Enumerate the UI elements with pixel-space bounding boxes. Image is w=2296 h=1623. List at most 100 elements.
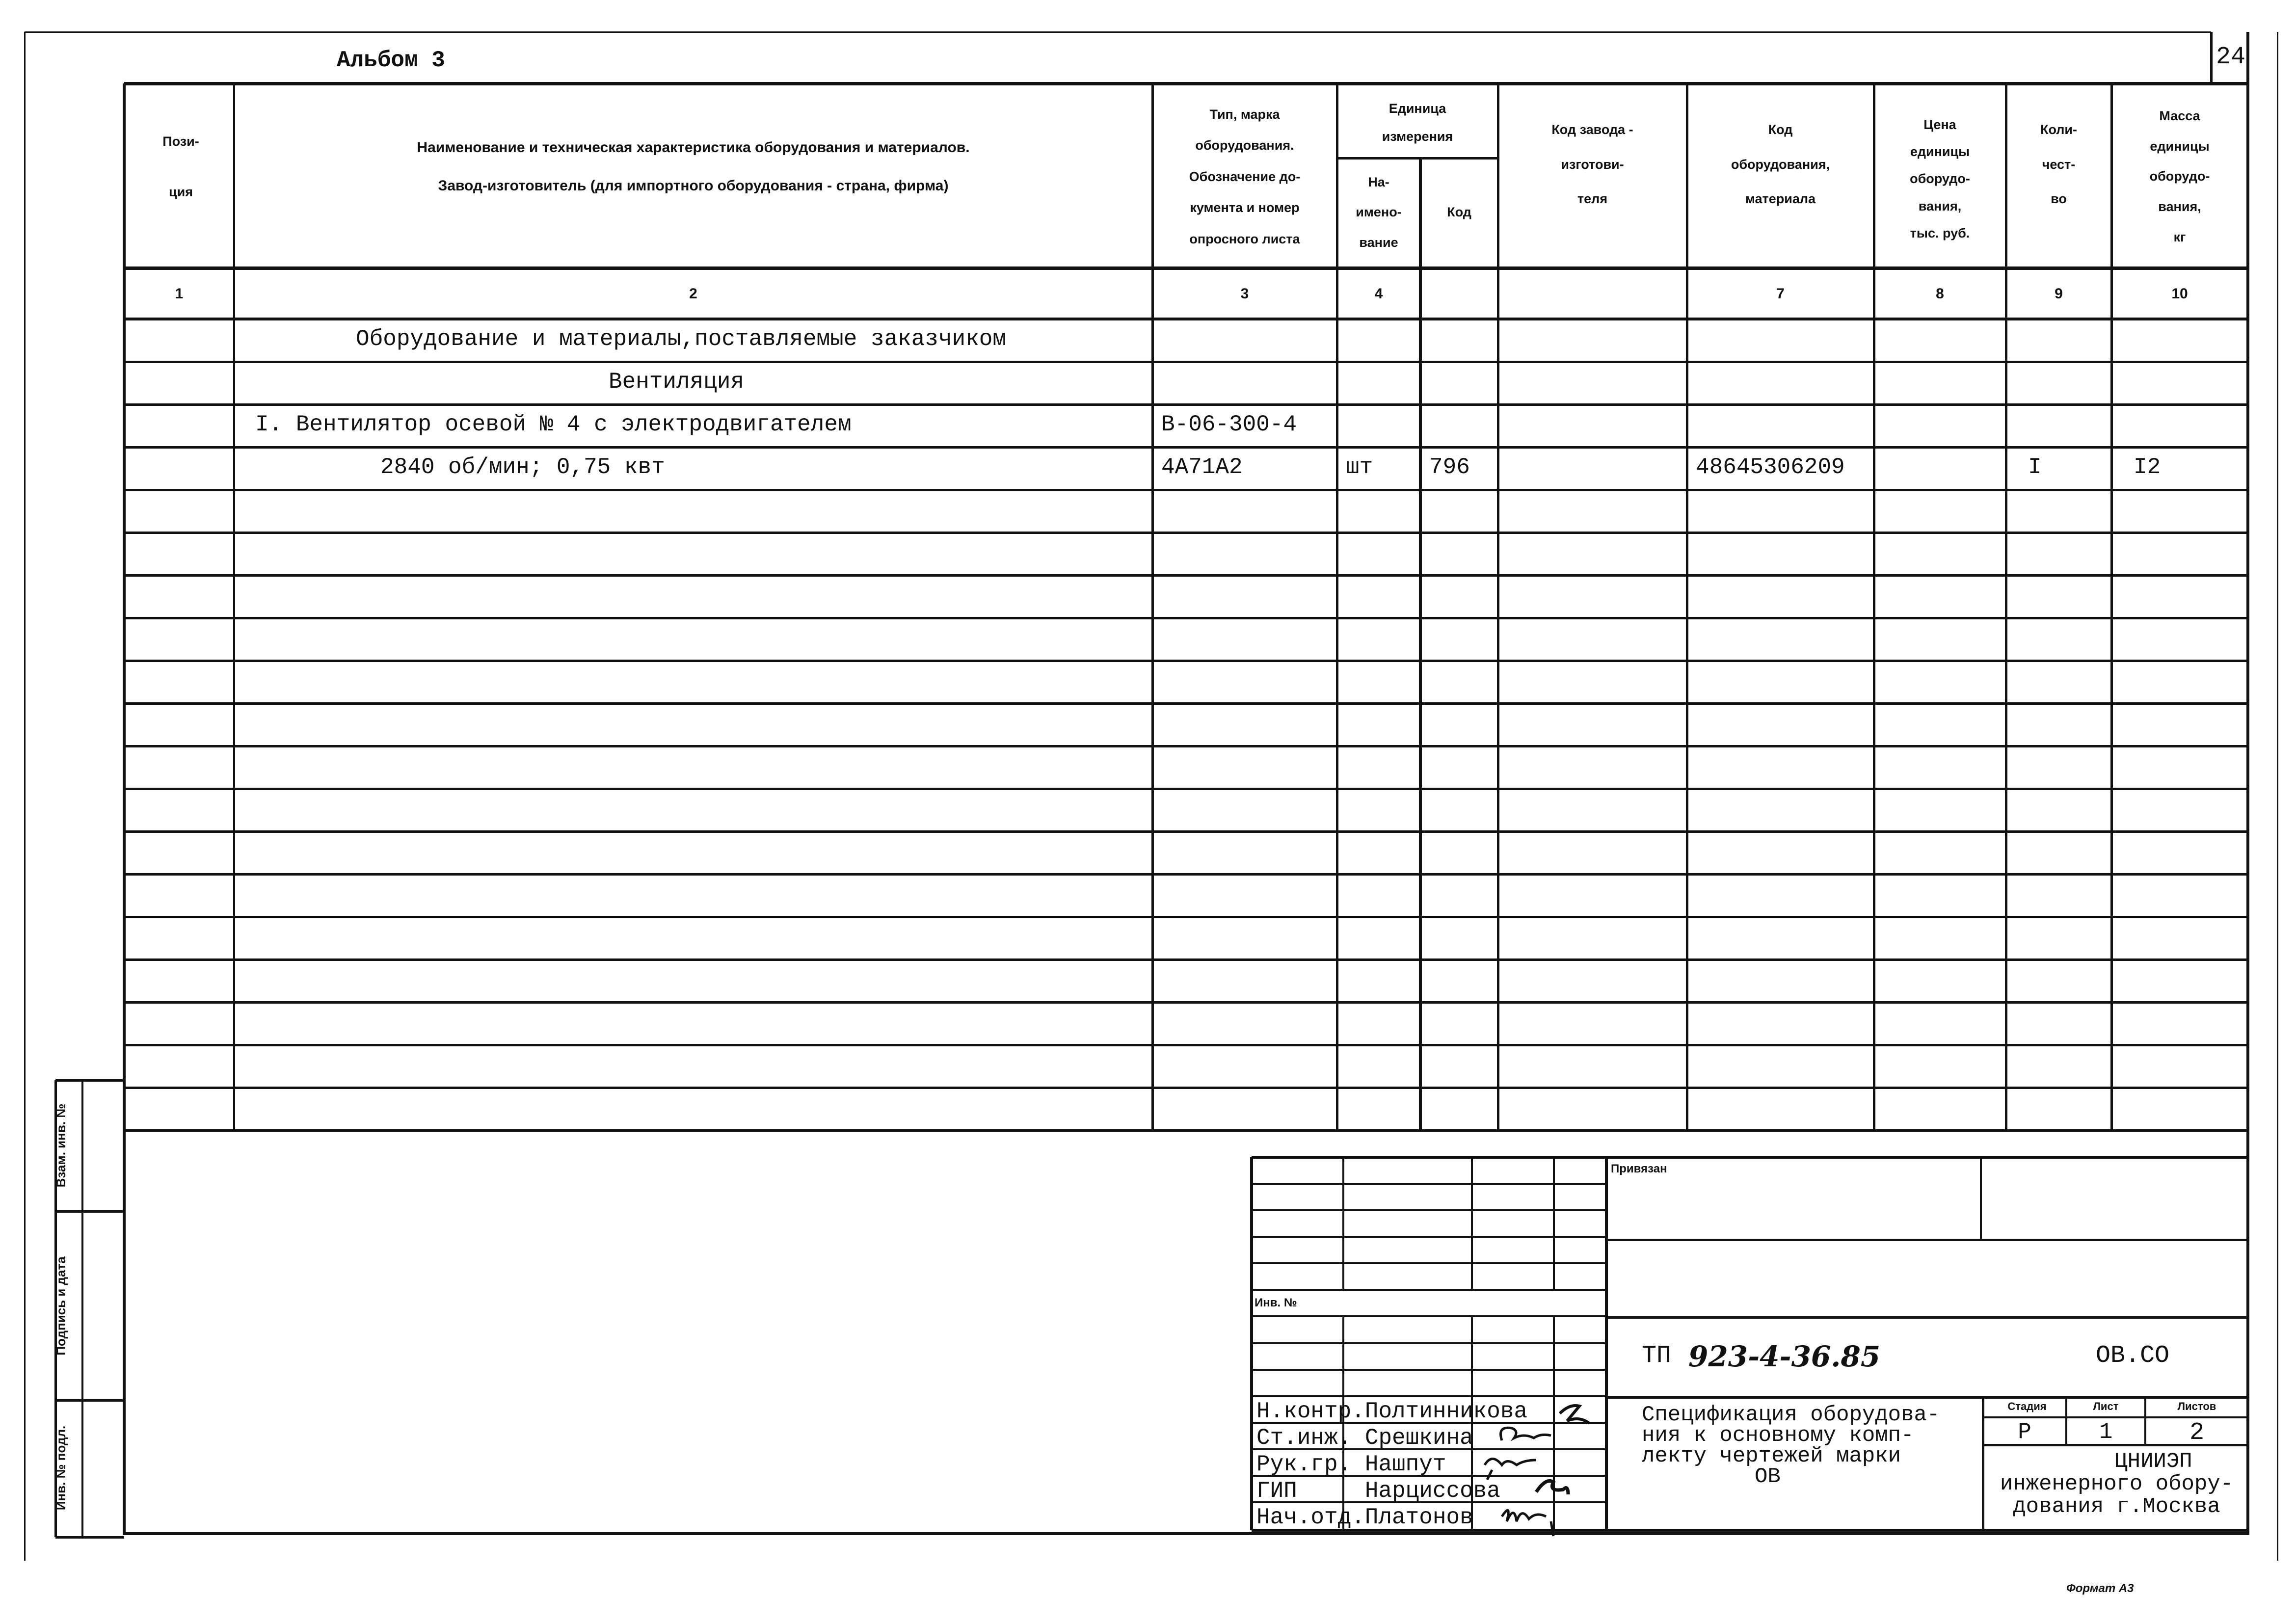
- rule-line: [1471, 1157, 1473, 1290]
- rule-line: [54, 1080, 57, 1537]
- rule-line: [124, 873, 2248, 876]
- rule-line: [1252, 1368, 1606, 1371]
- rule-line: [25, 31, 2211, 33]
- header-text: единицы: [2150, 138, 2210, 154]
- rule-line: [1496, 83, 1499, 1130]
- rule-line: [124, 81, 2248, 85]
- header-text: оборудования.: [1195, 138, 1294, 153]
- header-text: Код завода -: [1551, 122, 1633, 137]
- header-text: Наименование и техническая характеристик…: [417, 139, 970, 156]
- rule-line: [124, 958, 2248, 961]
- header-unit-name: На- имено- вание: [1337, 160, 1420, 265]
- signatory-row: ГИП Нарциссова: [1256, 1480, 1500, 1502]
- cell-type: В-06-300-4: [1161, 412, 1297, 437]
- signatory-role: Ст.инж.: [1256, 1425, 1352, 1451]
- cell-unit: шт: [1346, 454, 1373, 480]
- rule-line: [1342, 1157, 1344, 1290]
- signature-mark: [1483, 1458, 1537, 1481]
- rule-line: [1553, 1157, 1555, 1290]
- document-code: ОВ.СО: [2096, 1342, 2170, 1370]
- header-price: Цена единицы оборудо- вания, тыс. руб.: [1874, 106, 2006, 253]
- rule-line: [124, 318, 2248, 320]
- rule-line: [2004, 83, 2007, 1130]
- rule-line: [124, 1129, 2248, 1132]
- header-text: оборудо-: [2149, 169, 2210, 184]
- rule-line: [1606, 1396, 2248, 1399]
- signature-mark: [1499, 1426, 1551, 1441]
- header-text: измерения: [1382, 129, 1453, 144]
- header-text: опросного листа: [1189, 231, 1300, 246]
- project-number: 923-4-36.85: [1688, 1340, 1881, 1373]
- rule-line: [1252, 1421, 1606, 1424]
- signatory-role: Рук.гр.: [1256, 1452, 1352, 1478]
- rule-line: [124, 787, 2248, 790]
- stage-value: Р: [2018, 1419, 2031, 1445]
- rule-line: [1553, 1316, 1555, 1530]
- linked-label: Привязан: [1611, 1162, 1667, 1175]
- rule-line: [124, 659, 2248, 662]
- header-text: Код: [1768, 122, 1793, 137]
- rule-line: [1252, 1156, 2248, 1159]
- rule-line: [1337, 157, 1498, 160]
- organization-line: дования г.Москва: [2013, 1494, 2220, 1519]
- header-type: Тип, марка оборудования. Обозначение до-…: [1152, 91, 1337, 263]
- header-quantity: Коли- чест- во: [2006, 103, 2111, 226]
- header-text: во: [2051, 191, 2067, 206]
- rule-line: [123, 83, 126, 1535]
- cell-name: 2840 об/мин; 0,75 квт: [380, 454, 665, 480]
- header-text: теля: [1577, 191, 1608, 206]
- signatory-name: Полтинникова: [1364, 1399, 1528, 1424]
- cell-equip-code: 48645306209: [1696, 454, 1845, 480]
- description-line: ОВ: [1755, 1464, 1781, 1489]
- header-text: Пози-: [162, 133, 199, 149]
- rule-line: [1252, 1501, 1606, 1503]
- organization-line: инженерного обору-: [2000, 1472, 2234, 1496]
- album-label: Альбом 3: [337, 48, 445, 73]
- organization-line: ЦНИИЭП: [2114, 1449, 2192, 1474]
- header-text: вания,: [2158, 199, 2201, 214]
- rule-line: [55, 1399, 124, 1402]
- signatory-name: Платонов: [1364, 1505, 1473, 1531]
- signatory-row: Н.контр.Полтинникова: [1256, 1400, 1527, 1423]
- rule-line: [55, 1536, 124, 1539]
- rule-line: [55, 1079, 124, 1082]
- rule-line: [1983, 1416, 2248, 1418]
- header-equipment-code: Код оборудования, материала: [1687, 103, 1874, 226]
- stage-label: Стадия: [2007, 1400, 2047, 1412]
- rule-line: [124, 915, 2248, 918]
- rule-line: [1252, 1342, 1606, 1344]
- description-line: Спецификация оборудова-: [1642, 1403, 1940, 1427]
- header-text: Коли-: [2040, 122, 2078, 137]
- rule-line: [1980, 1157, 1982, 1240]
- rule-line: [124, 446, 2248, 449]
- signatory-role: Н.контр.: [1256, 1399, 1365, 1424]
- rule-line: [233, 83, 235, 1130]
- signatory-role: ГИП: [1256, 1478, 1297, 1504]
- sheets-label: Листов: [2177, 1400, 2216, 1412]
- header-unit-code: Код: [1420, 160, 1498, 265]
- rule-line: [1252, 1529, 2248, 1532]
- signatory-row: Рук.гр. Нашпут: [1256, 1453, 1446, 1476]
- rule-line: [1419, 158, 1422, 1130]
- signatory-row: Ст.инж. Срешкина: [1256, 1427, 1473, 1449]
- sheet-value: 1: [2099, 1419, 2113, 1445]
- rule-line: [81, 1080, 83, 1537]
- format-label: Формат А3: [2066, 1582, 2134, 1595]
- cell-unit-code: 796: [1429, 454, 1470, 480]
- cell-type: 4А71А2: [1161, 454, 1243, 480]
- sheet-label: Лист: [2093, 1400, 2119, 1412]
- rule-line: [24, 32, 26, 1561]
- rule-line: [124, 702, 2248, 705]
- rule-line: [124, 266, 2248, 270]
- rule-line: [55, 1210, 124, 1213]
- header-text: кг: [2173, 230, 2186, 245]
- header-text: На-: [1368, 174, 1389, 189]
- rule-line: [124, 488, 2248, 491]
- rule-line: [124, 1001, 2248, 1004]
- rule-line: [1252, 1289, 1606, 1291]
- rule-line: [124, 403, 2248, 406]
- rule-line: [1252, 1236, 1606, 1238]
- rule-line: [124, 745, 2248, 747]
